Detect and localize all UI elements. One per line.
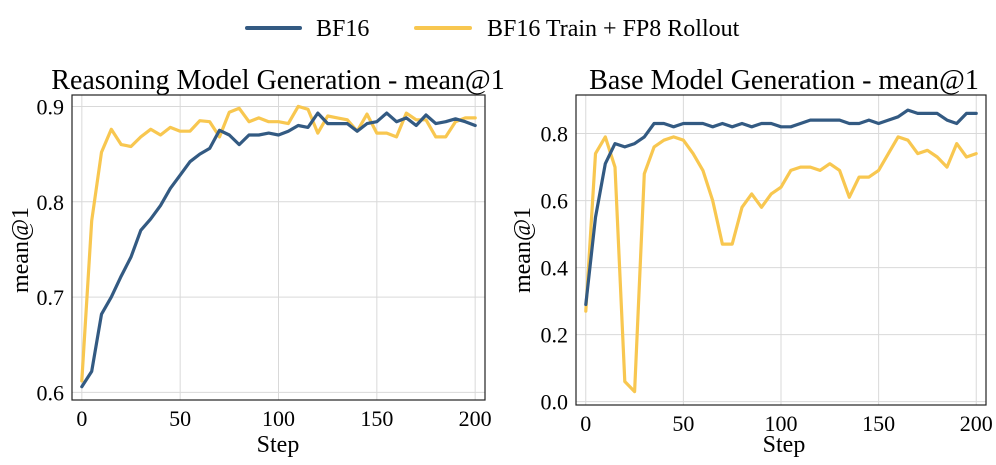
x-tick-label: 100: [262, 406, 295, 431]
y-axis-label: mean@1: [8, 207, 34, 293]
base-model-chart: Base Model Generation - mean@1 Step mean…: [510, 65, 993, 458]
tick-labels: 0 50 100 150 200 0.6 0.7 0.8 0.9: [37, 94, 492, 431]
chart-title: Reasoning Model Generation - mean@1: [51, 65, 504, 96]
y-tick-label: 0.4: [541, 256, 569, 281]
series-line-bf16: [80, 111, 477, 389]
reasoning-model-chart: Reasoning Model Generation - mean@1 Step…: [8, 65, 505, 458]
y-tick-label: 0.8: [541, 122, 569, 147]
series-line-fp8-rollout: [584, 135, 978, 394]
x-tick-label: 200: [459, 406, 492, 431]
gridlines: [72, 95, 485, 400]
series-line-bf16: [584, 108, 978, 307]
legend: BF16 BF16 Train + FP8 Rollout: [245, 16, 740, 42]
x-tick-label: 200: [960, 411, 993, 436]
y-axis-label: mean@1: [510, 207, 536, 293]
x-axis-label: Step: [257, 432, 300, 458]
x-axis-label: Step: [763, 432, 806, 458]
chart-title: Base Model Generation - mean@1: [589, 65, 979, 96]
y-tick-label: 0.9: [37, 94, 65, 119]
x-tick-label: 100: [765, 411, 798, 436]
legend-label-bf16: BF16: [316, 16, 369, 42]
plot-area-frame: [71, 94, 486, 401]
y-tick-label: 0.6: [541, 189, 569, 214]
y-tick-label: 0.0: [541, 390, 569, 415]
y-tick-label: 0.2: [541, 323, 569, 348]
series-line-fp8-rollout: [80, 104, 477, 383]
gridlines: [576, 95, 986, 405]
x-tick-label: 0: [76, 406, 87, 431]
tick-labels: 0 50 100 150 200 0.0 0.2 0.4 0.6 0.8: [541, 122, 993, 436]
legend-label-fp8-rollout: BF16 Train + FP8 Rollout: [487, 16, 740, 42]
plot-area-frame: [575, 94, 987, 406]
x-tick-label: 150: [862, 411, 895, 436]
y-tick-label: 0.6: [37, 380, 65, 405]
x-tick-label: 150: [360, 406, 393, 431]
x-tick-label: 50: [169, 406, 191, 431]
y-tick-label: 0.8: [37, 190, 65, 215]
x-tick-label: 50: [672, 411, 694, 436]
y-tick-label: 0.7: [37, 285, 65, 310]
x-tick-label: 0: [580, 411, 591, 436]
